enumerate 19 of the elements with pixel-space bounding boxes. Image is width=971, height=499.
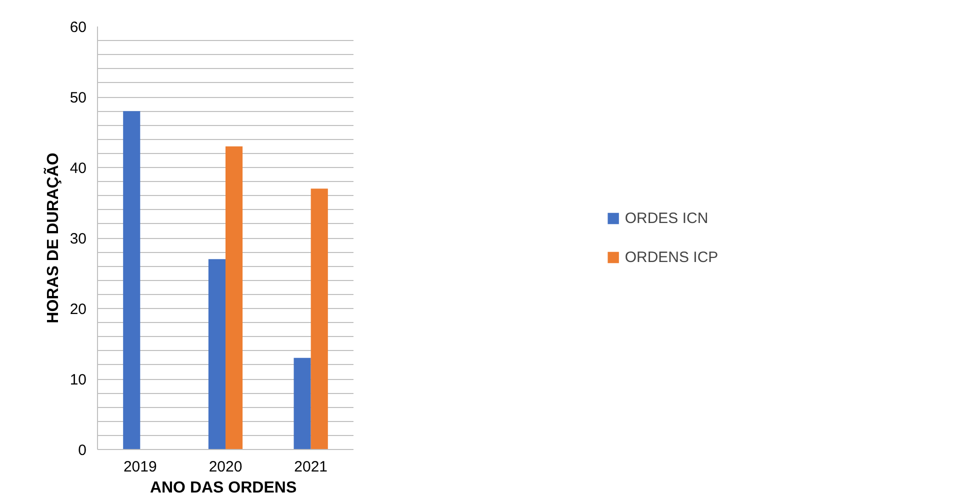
bar	[208, 259, 226, 450]
bar	[294, 358, 311, 450]
x-tick-label: 2019	[123, 458, 157, 476]
bar	[226, 146, 243, 450]
x-axis-title: ANO DAS ORDENS	[150, 480, 297, 496]
y-tick-label: 60	[70, 19, 87, 36]
y-tick-label: 40	[70, 160, 87, 177]
legend-label: ORDES ICN	[624, 210, 708, 226]
bar	[310, 188, 328, 450]
y-tick-label: 10	[70, 372, 87, 388]
bar	[123, 111, 140, 450]
y-axis-title: HORAS DE DURAÇÃO	[42, 152, 62, 324]
y-tick-label: 50	[70, 90, 87, 106]
legend-label: ORDENS ICP	[624, 248, 718, 266]
x-tick-label: 2020	[208, 458, 242, 476]
y-tick-label: 0	[78, 442, 86, 459]
y-tick-label: 20	[70, 301, 87, 318]
y-tick-label: 30	[70, 230, 87, 248]
x-tick-label: 2021	[294, 458, 328, 476]
